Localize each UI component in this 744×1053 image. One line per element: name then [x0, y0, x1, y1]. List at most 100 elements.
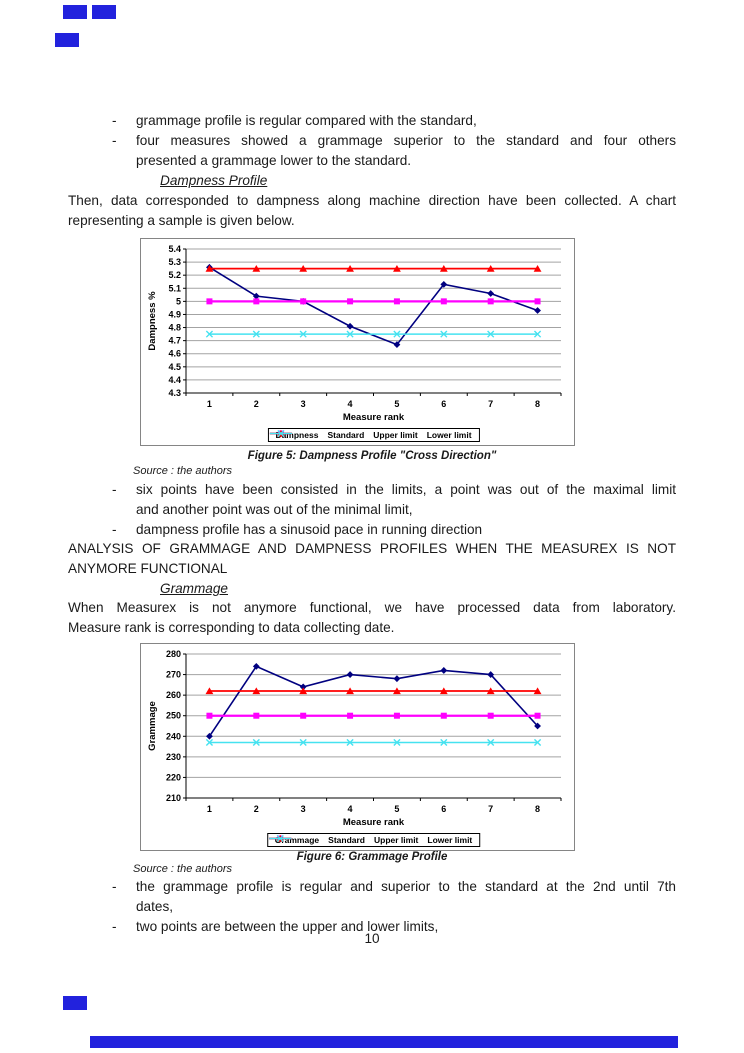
bullet-dash: -: [112, 113, 117, 128]
y-tick-label: 4.7: [168, 336, 181, 346]
legend-label: Upper limit: [373, 430, 418, 440]
y-tick-label: 230: [166, 752, 181, 762]
square-marker: [393, 712, 400, 719]
bullet-dash: -: [112, 879, 117, 894]
x-marker: [533, 738, 542, 747]
square-marker: [300, 712, 307, 719]
y-tick-label: 220: [166, 772, 181, 782]
grammage-chart-canvas: 210 220 230 240 250 260 270 280 1 2 3 4 5 6 7 8 Measure …: [147, 649, 562, 828]
legend-swatch: [269, 429, 292, 438]
y-tick-label: 5: [176, 296, 181, 306]
square-marker: [206, 298, 213, 305]
bullet-item: - six points have been consisted in the l…: [68, 480, 676, 500]
bullet-item: - four measures showed a grammage superio…: [68, 131, 676, 151]
diamond-marker: [393, 675, 401, 683]
paragraph-dampness-intro: Then, data corresponded to dampness alon…: [68, 191, 676, 231]
diamond-marker: [299, 683, 307, 691]
bullet-item-continuation: presented a grammage lower to the standa…: [68, 151, 676, 171]
x-marker: [487, 330, 495, 338]
x-tick-label: 6: [441, 804, 446, 814]
triangle-marker: [439, 265, 448, 272]
x-tick-label: 7: [488, 399, 493, 409]
bullet-text: six points have been consisted in the li…: [136, 482, 676, 497]
dampness-chart-legend: Dampness Standard Upper limit Lower limit: [267, 428, 480, 442]
bullet-item-continuation: and another point was out of the minimal…: [68, 500, 676, 520]
bullet-dash: -: [112, 133, 117, 148]
bullet-item: - dampness profile has a sinusoid pace in…: [68, 520, 676, 540]
x-tick-label: 2: [254, 804, 259, 814]
figure-6-caption: Figure 6: Grammage Profile: [296, 851, 448, 863]
x-marker: [393, 738, 401, 747]
square-marker: [347, 712, 354, 719]
bullet-item-continuation: dates,: [68, 897, 676, 917]
x-tick-label: 3: [301, 399, 306, 409]
paragraph-line: representing a sample is given below.: [68, 213, 295, 228]
x-marker: [346, 330, 354, 338]
y-tick-label: 250: [166, 711, 181, 721]
x-tick-label: 7: [488, 804, 493, 814]
legend-item: Lower limit: [268, 834, 472, 845]
y-tick-label: 270: [166, 670, 181, 680]
legend-label: Standard: [327, 430, 365, 440]
legend-item: Upper limit: [268, 834, 419, 845]
diamond-marker: [346, 322, 354, 330]
x-marker: [205, 330, 214, 338]
series-line-dampness: [209, 266, 538, 346]
heading-line: ANALYSIS OF GRAMMAGE AND DAMPNESS PROFIL…: [68, 541, 676, 556]
square-marker: [253, 712, 260, 719]
x-marker: [252, 738, 260, 747]
triangle-marker: [205, 265, 214, 272]
x-marker: [276, 834, 284, 843]
diamond-marker: [534, 722, 541, 730]
grammage-chart-frame: 210 220 230 240 250 260 270 280 1 2 3 4 5 6 7 8 Measure …: [140, 643, 575, 851]
triangle-marker: [252, 265, 261, 272]
bullet-list-middle: - six points have been consisted in the l…: [68, 480, 676, 540]
x-tick-label: 8: [535, 804, 540, 814]
triangle-marker: [533, 687, 542, 695]
x-tick-label: 5: [394, 399, 399, 409]
legend-label: Lower limit: [426, 430, 472, 440]
diamond-marker: [534, 307, 541, 314]
x-axis-title: Measure rank: [343, 412, 405, 423]
y-tick-label: 5.4: [168, 244, 181, 254]
y-tick-label: 5.1: [168, 283, 181, 293]
triangle-marker: [346, 265, 354, 272]
x-marker: [299, 330, 307, 338]
y-tick-label: 280: [166, 649, 181, 659]
legend-label: Upper limit: [373, 835, 419, 845]
x-marker: [440, 738, 448, 747]
square-marker: [347, 298, 354, 305]
bullet-text: grammage profile is regular compared wit…: [136, 113, 477, 128]
triangle-marker: [299, 687, 308, 695]
x-marker: [393, 330, 401, 338]
square-marker: [534, 712, 541, 719]
legend-item: Standard: [269, 430, 365, 440]
diamond-marker: [440, 667, 448, 674]
legend-label: Grammage: [274, 835, 320, 845]
diamond-marker: [393, 341, 401, 348]
blue-bar-footer: [90, 1036, 678, 1048]
dampness-chart-frame: 4.3 4.4 4.5 4.6 4.7 4.8 4.9 5 5.1 5.2 5.3 5.4 1 2 3 4 5 6…: [140, 238, 575, 446]
y-tick-label: 4.9: [168, 309, 181, 319]
diamond-marker: [487, 671, 495, 678]
blue-mark-top-2: [92, 5, 116, 19]
triangle-marker: [533, 265, 542, 272]
bullet-list-bottom: - the grammage profile is regular and sup…: [68, 877, 676, 937]
triangle-marker: [205, 687, 214, 695]
x-marker: [487, 738, 495, 747]
y-tick-label: 4.6: [168, 349, 181, 359]
x-tick-label: 1: [207, 804, 212, 814]
y-tick-label: 260: [166, 690, 181, 700]
x-tick-label: 4: [348, 399, 353, 409]
square-marker: [440, 712, 447, 719]
x-tick-label: 8: [535, 399, 540, 409]
paragraph-line: Then, data corresponded to dampness alon…: [68, 193, 676, 208]
section-heading-grammage: Grammage: [160, 581, 228, 596]
square-marker: [440, 298, 447, 305]
x-marker: [440, 330, 448, 338]
square-marker: [253, 298, 260, 305]
page-number: 10: [364, 931, 380, 946]
triangle-marker: [346, 687, 354, 695]
y-tick-label: 210: [166, 793, 181, 803]
